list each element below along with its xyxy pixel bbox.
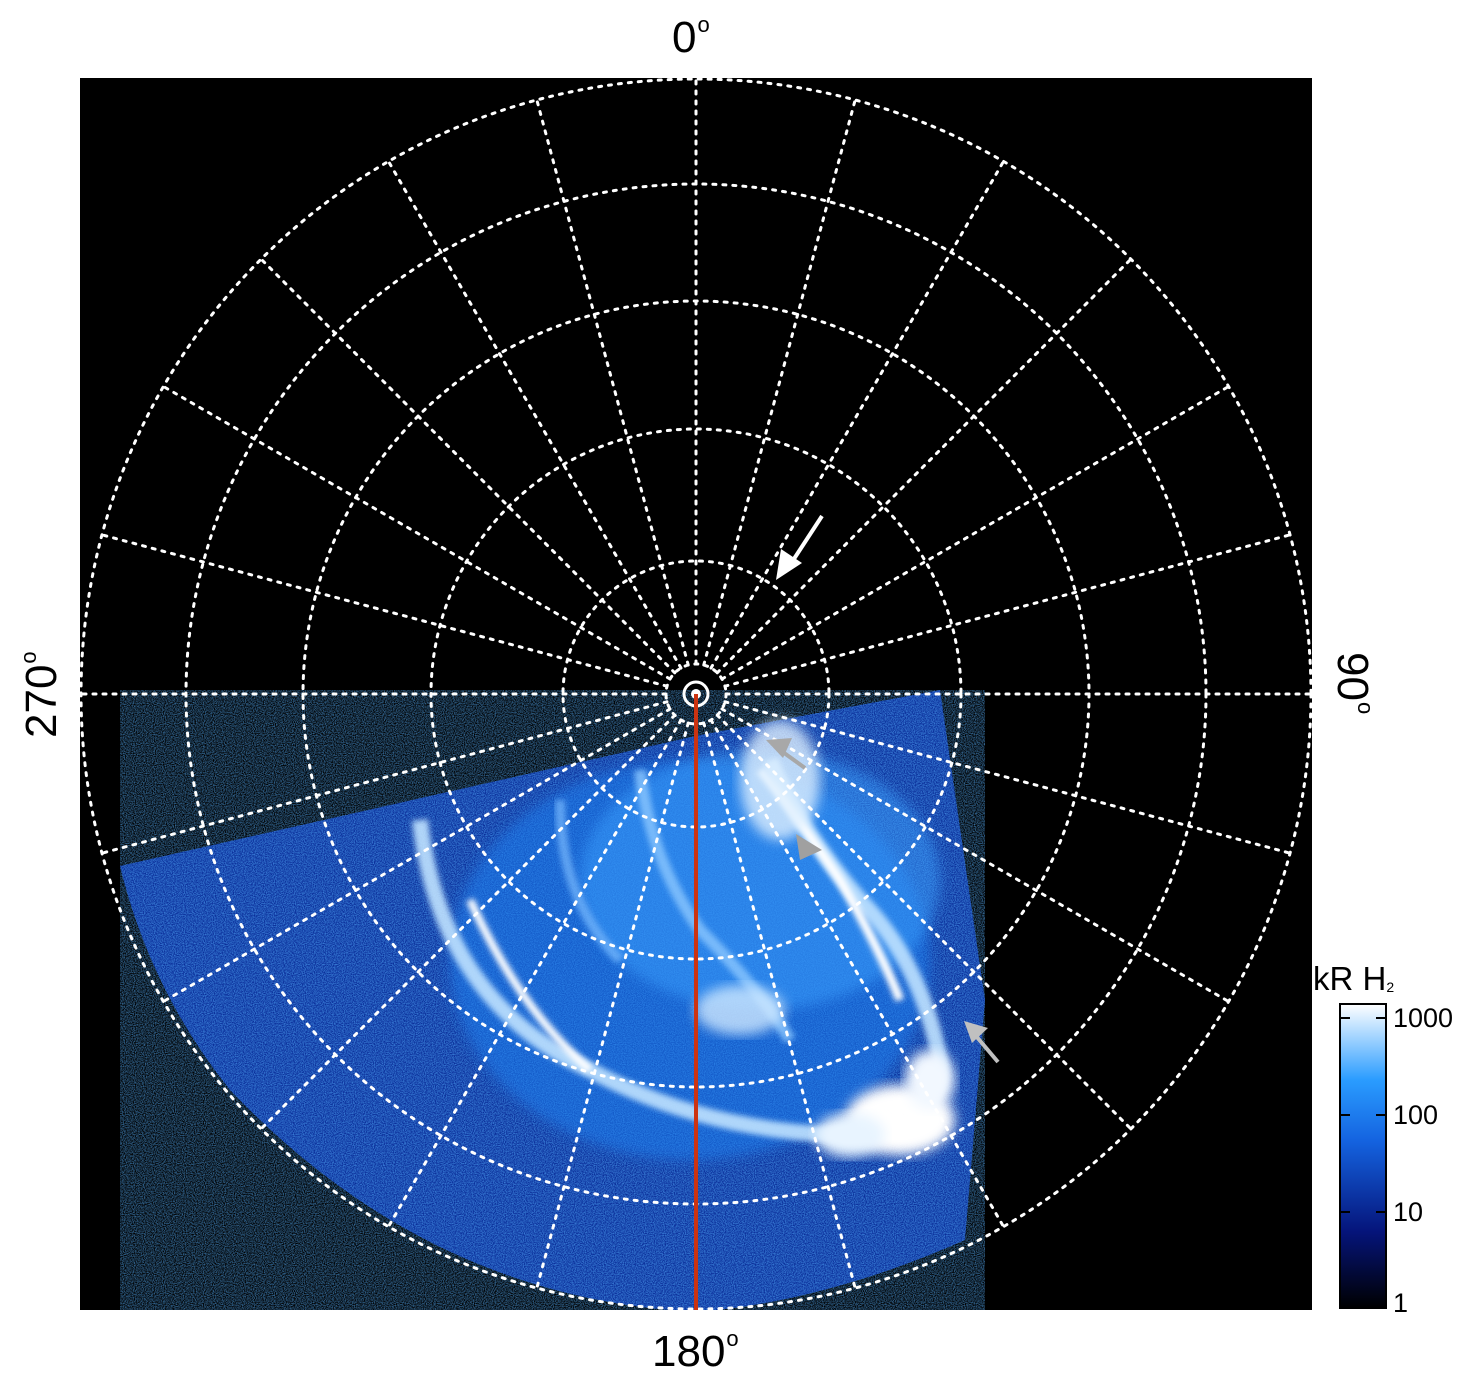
grid-meridian	[100, 533, 669, 688]
grid-meridian	[535, 721, 690, 1290]
grid-meridian	[723, 533, 1292, 688]
grid-circle	[429, 427, 963, 961]
colorbar	[1339, 1003, 1387, 1309]
arrow-gray-lower	[964, 1021, 1000, 1064]
azimuth-label-left: 270o	[16, 651, 66, 738]
azimuth-label-right: 90o	[1328, 652, 1378, 715]
aurora-layer	[120, 690, 985, 1310]
colorbar-tick-label: 1000	[1393, 1003, 1454, 1033]
grid-meridian	[709, 159, 1005, 670]
grid-meridian	[709, 718, 1005, 1229]
arrow-white	[776, 514, 824, 580]
colorbar-ticks	[1340, 1017, 1386, 1213]
azimuth-label-bottom: 180o	[652, 1326, 739, 1376]
grid-meridian	[535, 98, 690, 667]
grid-meridian	[715, 713, 1133, 1131]
grid-meridian	[720, 385, 1231, 681]
arrow-gray-top	[766, 738, 807, 770]
azimuth-label-top: 0o	[672, 12, 710, 62]
arrow-gray-mid	[796, 834, 822, 860]
grid-meridian	[723, 700, 1292, 855]
grid-meridian	[387, 159, 683, 670]
grid-meridian	[161, 707, 672, 1003]
colorbar-tick-label: 1	[1393, 1288, 1409, 1318]
grid-meridian	[702, 721, 857, 1290]
grid-circle	[79, 77, 1313, 1311]
grid-meridian	[259, 257, 677, 675]
grid-meridian	[387, 718, 683, 1229]
grid-meridian	[702, 98, 857, 667]
grid-meridian	[100, 700, 669, 855]
grid-meridian	[161, 385, 672, 681]
colorbar-title: kR H2	[1313, 960, 1395, 997]
colorbar-tick-label: 10	[1393, 1197, 1424, 1227]
colorbar-tick-label: 100	[1393, 1100, 1439, 1130]
grid-meridian	[720, 707, 1231, 1003]
grid-meridian	[259, 713, 677, 1131]
grid-meridian	[715, 257, 1133, 675]
